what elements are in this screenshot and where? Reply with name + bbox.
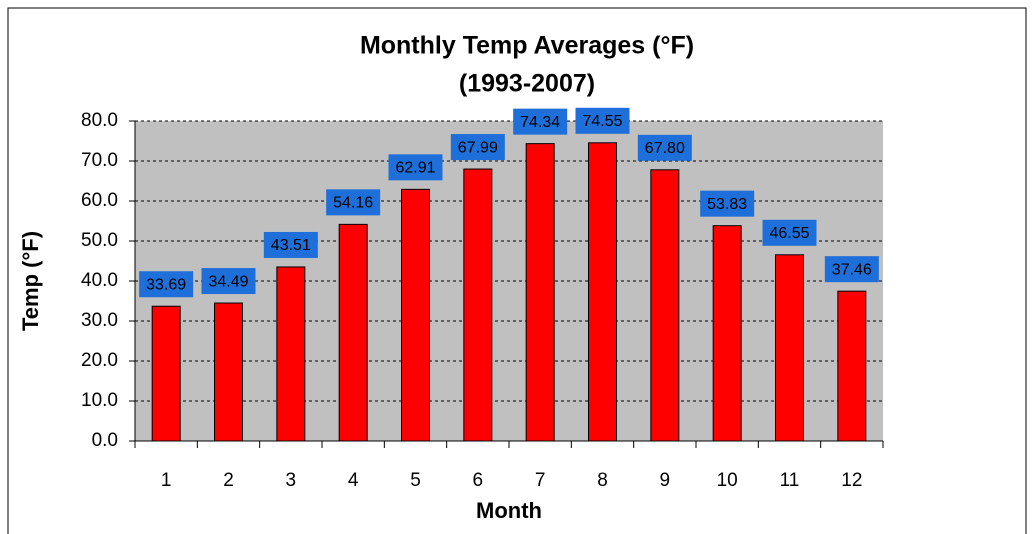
value-label-box (263, 231, 318, 258)
value-label-box (388, 154, 443, 181)
x-tick-label: 11 (780, 470, 800, 491)
x-tick-label: 1 (161, 470, 172, 491)
value-label: 74.34 (520, 114, 560, 131)
value-label-box (575, 107, 630, 134)
y-tick-label: 70.0 (81, 150, 118, 171)
value-label-box (450, 134, 505, 161)
y-tick-label: 40.0 (81, 270, 118, 291)
value-label: 62.91 (395, 160, 435, 177)
y-axis-label: Temp (°F) (18, 231, 43, 331)
x-axis-label: Month (476, 498, 542, 523)
value-label-box (637, 134, 692, 161)
bar (214, 302, 243, 442)
value-label: 37.46 (832, 261, 872, 278)
bar (712, 225, 742, 442)
value-label: 34.49 (208, 273, 248, 290)
value-label: 43.51 (271, 237, 311, 254)
value-label-box (513, 108, 568, 135)
x-tick-label: 2 (223, 470, 234, 491)
bar (837, 290, 867, 442)
bar (151, 305, 181, 442)
value-label-box (201, 268, 256, 295)
value-label: 67.99 (458, 139, 498, 156)
value-label-box (326, 189, 381, 216)
x-tick-label: 9 (660, 470, 671, 491)
x-tick-label: 8 (597, 470, 608, 491)
bar (650, 169, 680, 442)
y-tick-label: 80.0 (81, 110, 118, 131)
value-label: 67.80 (645, 140, 685, 157)
y-tick-label: 20.0 (81, 350, 118, 371)
x-tick-label: 10 (717, 470, 738, 491)
value-label-box (824, 256, 879, 283)
bar (401, 188, 430, 442)
x-tick-label: 5 (410, 470, 421, 491)
y-tick-label: 30.0 (81, 310, 118, 331)
x-tick-label: 7 (535, 470, 546, 491)
value-label-box (139, 271, 194, 298)
value-label: 33.69 (146, 276, 186, 293)
bar (775, 254, 804, 442)
bar (463, 168, 493, 442)
chart-title: Monthly Temp Averages (°F) (360, 32, 694, 60)
x-tick-label: 4 (348, 470, 359, 491)
value-label: 54.16 (333, 195, 373, 212)
y-tick-label: 10.0 (81, 390, 118, 411)
value-label: 74.55 (582, 113, 622, 130)
bar (525, 143, 555, 442)
x-tick-label: 12 (841, 470, 862, 491)
bar (276, 266, 306, 442)
value-label: 46.55 (769, 225, 809, 242)
value-label-box (700, 190, 755, 217)
y-tick-label: 60.0 (81, 190, 118, 211)
y-tick-label: 50.0 (81, 230, 118, 251)
bar (338, 223, 368, 442)
chart-subtitle: (1993-2007) (459, 70, 595, 98)
bar (588, 142, 617, 442)
x-tick-label: 6 (473, 470, 484, 491)
value-label: 53.83 (707, 196, 747, 213)
value-label-box (762, 219, 817, 246)
y-tick-label: 0.0 (92, 430, 118, 451)
x-tick-label: 3 (286, 470, 297, 491)
